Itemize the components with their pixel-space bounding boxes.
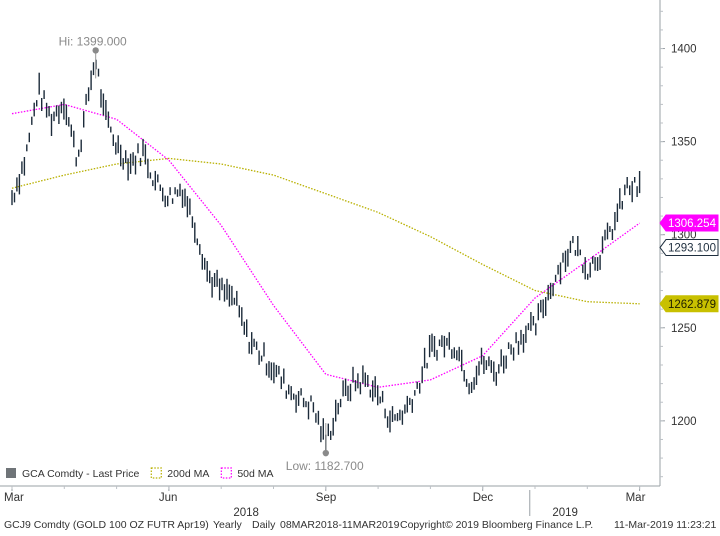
x-tick-label: Jun <box>159 492 178 504</box>
last-value-tag: 1262.879 <box>659 295 719 313</box>
legend-label: 50d MA <box>237 468 273 480</box>
last-value-tag-label: 1306.254 <box>668 218 717 230</box>
x-tick-label: Dec <box>473 492 494 504</box>
footer-timestamp: 11-Mar-2019 11:23:21 <box>614 519 717 531</box>
y-tick-label: 1200 <box>671 416 697 428</box>
footer-period: Yearly <box>213 519 242 531</box>
low-label: Low: 1182.700 <box>286 459 364 473</box>
legend-label: GCA Comdty - Last Price <box>22 468 139 480</box>
y-tick-label: 1350 <box>671 137 697 149</box>
low-marker-dot <box>322 449 329 457</box>
y-tick-label: 1250 <box>671 323 697 335</box>
legend-swatch <box>150 467 162 479</box>
last-value-tag-box <box>659 295 719 313</box>
ma50-series <box>11 103 640 388</box>
last-value-tag-box <box>659 239 719 257</box>
high-label: Hi: 1399.000 <box>59 34 127 48</box>
last-value-tag: 1293.100 <box>659 239 719 257</box>
ma200-series <box>11 157 640 305</box>
legend-label: 200d MA <box>167 468 209 480</box>
x-axis: Mar Jun Sep Dec Mar 2018 2019 <box>4 486 646 518</box>
ma200-line <box>11 157 640 305</box>
ma50-line <box>11 103 640 388</box>
legend-swatch <box>6 468 16 478</box>
footer-frequency: Daily <box>252 519 276 531</box>
hi-low-annotations: Hi: 1399.000 Low: 1182.700 <box>59 34 364 473</box>
last-value-tag-label: 1262.879 <box>668 299 716 311</box>
y-axis: 1200 1250 1300 1350 1400 1306.254 1293.100 1262… <box>659 10 719 478</box>
high-marker-dot <box>92 47 99 54</box>
last-value-tag-box <box>659 214 719 232</box>
price-bars <box>11 59 641 457</box>
legend-swatch <box>220 467 232 479</box>
grid-lines <box>0 0 661 487</box>
year-label: 2019 <box>552 507 578 518</box>
last-value-tag-label: 1293.100 <box>668 243 716 255</box>
year-label: 2018 <box>233 507 259 518</box>
legend-box <box>0 462 262 484</box>
x-tick-label: Mar <box>626 492 646 504</box>
footer-copyright: Copyright© 2019 Bloomberg Finance L.P. <box>400 519 594 531</box>
footer-bar: GCJ9 Comdty (GOLD 100 OZ FUTR Apr19) Yea… <box>4 519 716 535</box>
footer-ticker: GCJ9 Comdty (GOLD 100 OZ FUTR Apr19) <box>4 519 209 531</box>
x-tick-label: Mar <box>4 492 24 504</box>
legend: GCA Comdty - Last Price 200d MA 50d MA <box>0 462 274 484</box>
last-value-tag: 1306.254 <box>659 214 719 232</box>
y-tick-label: 1400 <box>671 44 697 56</box>
x-tick-label: Sep <box>316 492 336 504</box>
y-tick-label: 1300 <box>671 230 697 242</box>
footer-range: 08MAR2018-11MAR2019 <box>280 519 400 531</box>
